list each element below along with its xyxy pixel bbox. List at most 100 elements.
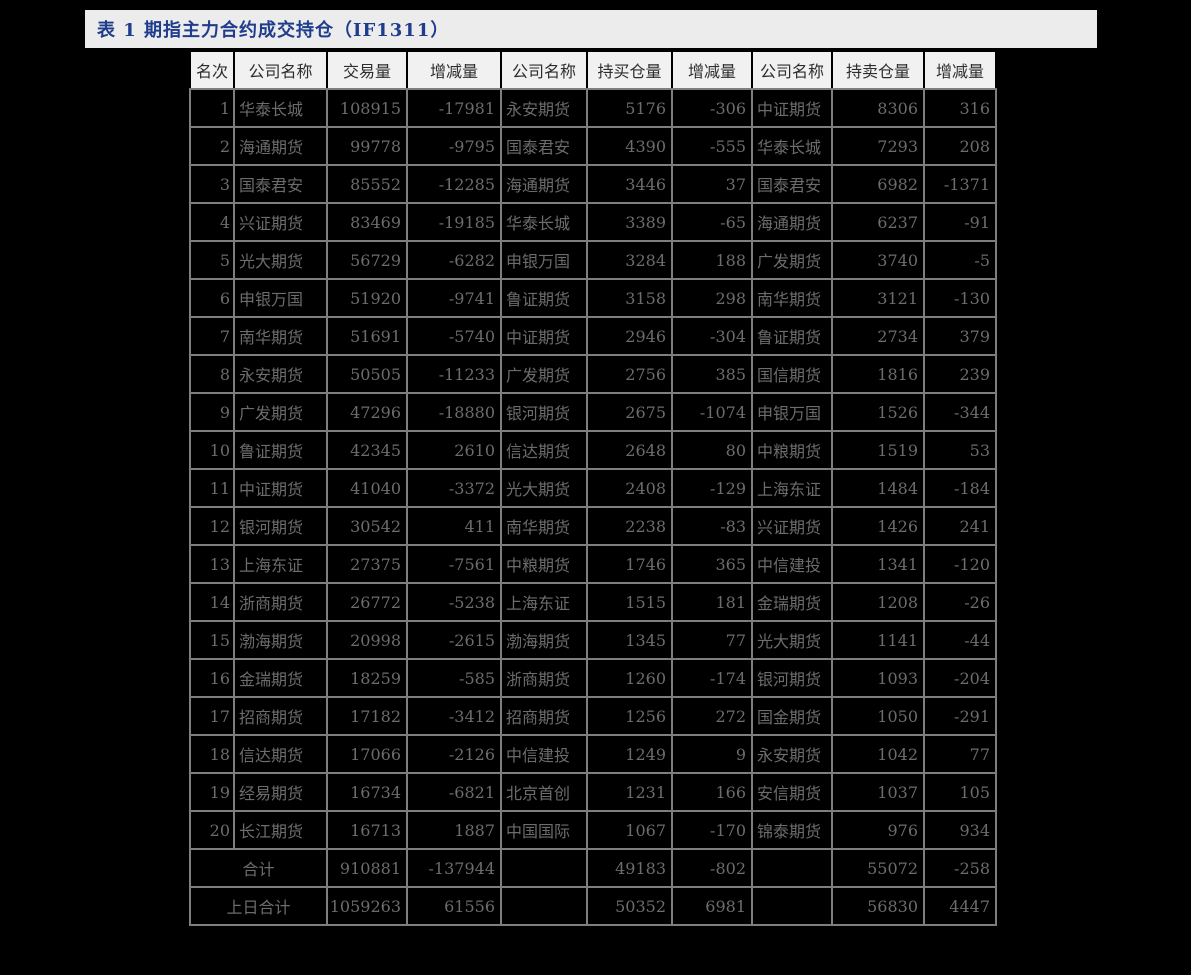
header-cell-rank: 名次 (189, 50, 235, 90)
cell-volume: 910881 (326, 848, 408, 888)
cell-long-change: -304 (671, 316, 753, 356)
cell-rank: 20 (189, 810, 235, 850)
cell-volume: 16713 (326, 810, 408, 850)
cell-volume-change: -2126 (406, 734, 502, 774)
table-title: 表 1 期指主力合约成交持仓（IF1311） (97, 20, 450, 41)
table-row: 3 国泰君安 85552 -12285 海通期货 3446 37 国泰君安 6982 -1371 (189, 164, 997, 204)
table-row: 4 兴证期货 83469 -19185 华泰长城 3389 -65 海通期货 6237 -91 (189, 202, 997, 242)
table-row: 14 浙商期货 26772 -5238 上海东证 1515 181 金瑞期货 1208 -26 (189, 582, 997, 622)
cell-short-company: 华泰长城 (751, 126, 833, 166)
cell-short-position: 1141 (831, 620, 925, 660)
header-cell-volume: 交易量 (326, 50, 408, 90)
table-row: 13 上海东证 27375 -7561 中粮期货 1746 365 中信建投 1341 -120 (189, 544, 997, 584)
table-row: 17 招商期货 17182 -3412 招商期货 1256 272 国金期货 1050 -291 (189, 696, 997, 736)
cell-short-change: 239 (923, 354, 997, 394)
cell-volume-change: 61556 (406, 886, 502, 926)
cell-long-company: 上海东证 (500, 582, 588, 622)
cell-volume-change: -2615 (406, 620, 502, 660)
table-row: 16 金瑞期货 18259 -585 浙商期货 1260 -174 银河期货 1093 -204 (189, 658, 997, 698)
cell-rank: 10 (189, 430, 235, 470)
cell-volume-change: 1887 (406, 810, 502, 850)
cell-volume: 47296 (326, 392, 408, 432)
cell-volume-change: -6282 (406, 240, 502, 280)
cell-long-change: 77 (671, 620, 753, 660)
futures-positions-table: 名次 公司名称 交易量 增减量 公司名称 持买仓量 增减量 公司名称 持卖仓量 增减量 1 华泰长城… (189, 50, 997, 926)
cell-short-position: 1426 (831, 506, 925, 546)
cell-long-position: 1345 (586, 620, 673, 660)
cell-trade-company: 华泰长城 (233, 88, 328, 128)
cell-long-company: 申银万国 (500, 240, 588, 280)
cell-volume-change: -9795 (406, 126, 502, 166)
cell-volume-change: -19185 (406, 202, 502, 242)
cell-short-company: 上海东证 (751, 468, 833, 508)
cell-trade-company: 申银万国 (233, 278, 328, 318)
cell-long-change: -1074 (671, 392, 753, 432)
cell-long-company (500, 886, 588, 926)
cell-short-company: 海通期货 (751, 202, 833, 242)
cell-long-company: 渤海期货 (500, 620, 588, 660)
cell-volume: 51691 (326, 316, 408, 356)
table-row: 12 银河期货 30542 411 南华期货 2238 -83 兴证期货 1426 241 (189, 506, 997, 546)
table-row: 2 海通期货 99778 -9795 国泰君安 4390 -555 华泰长城 7293 208 (189, 126, 997, 166)
cell-long-change: 37 (671, 164, 753, 204)
header-cell-trade-company: 公司名称 (233, 50, 328, 90)
cell-long-company: 广发期货 (500, 354, 588, 394)
cell-volume: 26772 (326, 582, 408, 622)
cell-long-company: 南华期货 (500, 506, 588, 546)
cell-short-change: -44 (923, 620, 997, 660)
cell-rank: 7 (189, 316, 235, 356)
cell-volume-change: -11233 (406, 354, 502, 394)
cell-rank: 17 (189, 696, 235, 736)
cell-volume: 17066 (326, 734, 408, 774)
cell-long-position: 1515 (586, 582, 673, 622)
cell-long-position: 1067 (586, 810, 673, 850)
cell-short-company: 广发期货 (751, 240, 833, 280)
cell-volume: 108915 (326, 88, 408, 128)
cell-short-position: 2734 (831, 316, 925, 356)
cell-short-position: 6237 (831, 202, 925, 242)
cell-volume-change: -6821 (406, 772, 502, 812)
cell-long-company: 银河期货 (500, 392, 588, 432)
cell-long-company: 北京首创 (500, 772, 588, 812)
cell-short-company (751, 886, 833, 926)
cell-rank: 19 (189, 772, 235, 812)
cell-short-position: 1042 (831, 734, 925, 774)
cell-short-position: 6982 (831, 164, 925, 204)
cell-long-change: -306 (671, 88, 753, 128)
cell-long-company: 信达期货 (500, 430, 588, 470)
cell-short-change: -26 (923, 582, 997, 622)
cell-long-position: 2408 (586, 468, 673, 508)
cell-short-change: 4447 (923, 886, 997, 926)
cell-long-position: 3284 (586, 240, 673, 280)
cell-short-position: 1093 (831, 658, 925, 698)
cell-volume: 27375 (326, 544, 408, 584)
cell-long-company: 永安期货 (500, 88, 588, 128)
cell-short-company: 安信期货 (751, 772, 833, 812)
header-cell-short-position: 持卖仓量 (831, 50, 925, 90)
table-total-row: 上日合计 1059263 61556 50352 6981 56830 4447 (189, 886, 997, 926)
cell-volume: 50505 (326, 354, 408, 394)
cell-short-change: -184 (923, 468, 997, 508)
cell-short-company: 锦泰期货 (751, 810, 833, 850)
cell-long-position: 5176 (586, 88, 673, 128)
cell-long-change: 298 (671, 278, 753, 318)
table-row: 9 广发期货 47296 -18880 银河期货 2675 -1074 申银万国 1526 -34… (189, 392, 997, 432)
cell-volume-change: -9741 (406, 278, 502, 318)
cell-volume: 56729 (326, 240, 408, 280)
cell-volume-change: -18880 (406, 392, 502, 432)
cell-rank: 4 (189, 202, 235, 242)
cell-trade-company: 光大期货 (233, 240, 328, 280)
cell-volume: 99778 (326, 126, 408, 166)
cell-short-company: 金瑞期货 (751, 582, 833, 622)
cell-volume: 85552 (326, 164, 408, 204)
cell-short-position: 1050 (831, 696, 925, 736)
cell-short-change: -1371 (923, 164, 997, 204)
cell-trade-company: 银河期货 (233, 506, 328, 546)
header-cell-long-position: 持买仓量 (586, 50, 673, 90)
cell-short-company: 中信建投 (751, 544, 833, 584)
cell-short-change: 934 (923, 810, 997, 850)
cell-short-company: 中证期货 (751, 88, 833, 128)
cell-long-change: 6981 (671, 886, 753, 926)
cell-long-position: 2946 (586, 316, 673, 356)
cell-short-company: 中粮期货 (751, 430, 833, 470)
